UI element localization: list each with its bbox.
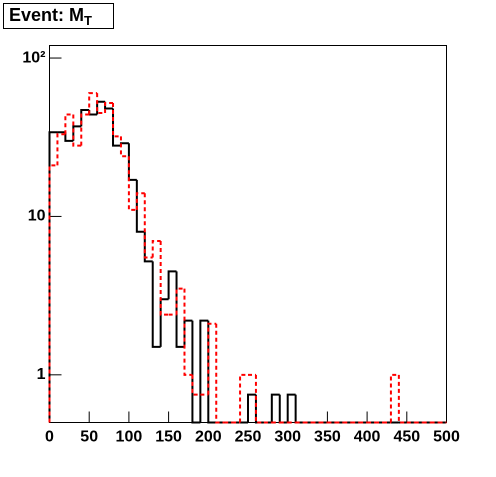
y-tick-label: 10² bbox=[22, 49, 45, 66]
histogram-bin bbox=[215, 323, 225, 424]
histogram-bin bbox=[286, 393, 296, 423]
histogram-bin bbox=[135, 192, 145, 210]
histogram-bin bbox=[48, 164, 58, 423]
x-tick-label: 200 bbox=[195, 429, 222, 446]
histogram-bin bbox=[207, 320, 217, 424]
histogram-bin bbox=[112, 103, 121, 138]
histogram-bin bbox=[159, 240, 169, 316]
histogram-bin bbox=[191, 320, 201, 424]
histogram-bin bbox=[175, 287, 185, 315]
histogram-bin bbox=[151, 261, 161, 348]
histogram-bin bbox=[270, 393, 280, 423]
title-sub: T bbox=[84, 13, 92, 28]
histogram-bin bbox=[167, 270, 177, 300]
histogram-bin bbox=[397, 374, 407, 424]
histogram-bin bbox=[135, 179, 145, 233]
chart-title: Event: MT bbox=[9, 5, 92, 29]
histogram-bin bbox=[199, 319, 209, 423]
histogram-bin bbox=[104, 102, 114, 113]
y-tick-label: 10 bbox=[28, 208, 46, 225]
histogram-bin bbox=[143, 193, 153, 259]
histogram-bin bbox=[207, 322, 217, 395]
histogram-bin bbox=[183, 288, 193, 376]
histogram-bin bbox=[64, 132, 74, 142]
histogram-bin bbox=[48, 131, 58, 423]
x-tick-label: 100 bbox=[116, 429, 143, 446]
x-tick-label: 400 bbox=[354, 429, 381, 446]
histogram-bin bbox=[72, 114, 82, 147]
histogram-bin bbox=[56, 133, 66, 166]
x-tick-label: 500 bbox=[433, 429, 460, 446]
title-main: Event: M bbox=[9, 5, 84, 25]
histogram-bin bbox=[175, 271, 185, 348]
histogram-bin bbox=[88, 92, 98, 115]
histogram-bin bbox=[151, 239, 161, 258]
histogram-bin bbox=[389, 373, 399, 423]
histogram-bin bbox=[143, 231, 153, 263]
histogram-bin bbox=[239, 373, 248, 423]
histogram-bin bbox=[254, 374, 264, 424]
y-tick-label: 1 bbox=[37, 366, 46, 383]
x-tick-label: 350 bbox=[314, 429, 341, 446]
histogram-bin bbox=[80, 113, 90, 146]
x-tick-label: 250 bbox=[235, 429, 262, 446]
title-box bbox=[3, 3, 114, 29]
x-tick-label: 150 bbox=[155, 429, 182, 446]
histogram-bin bbox=[247, 393, 256, 423]
x-tick-label: 450 bbox=[393, 429, 420, 446]
x-tick-label: 300 bbox=[274, 429, 301, 446]
x-tick-label: 50 bbox=[80, 429, 98, 446]
x-tick-label: 0 bbox=[45, 429, 54, 446]
histogram-bin bbox=[127, 156, 137, 211]
